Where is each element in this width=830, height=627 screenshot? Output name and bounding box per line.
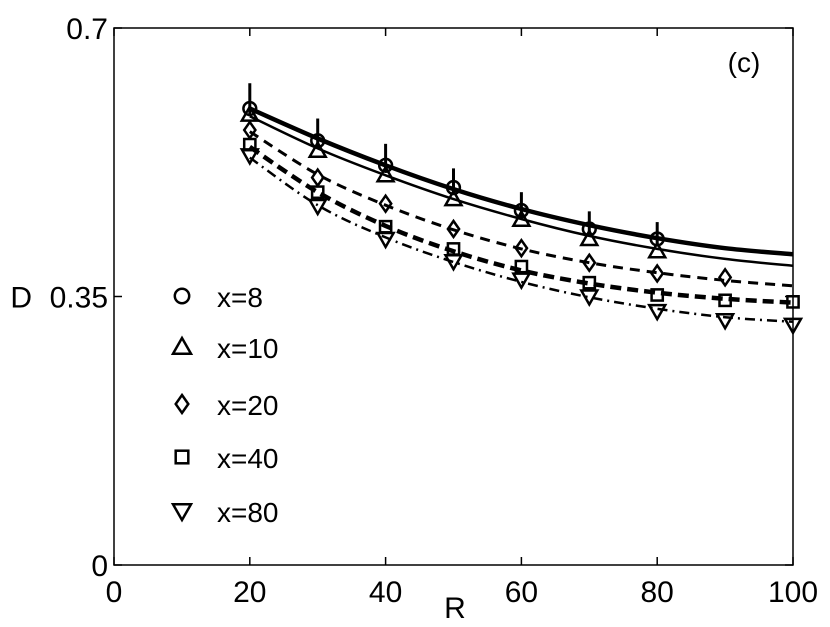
legend-label: x=40	[217, 443, 279, 474]
data-point-series-4	[310, 185, 325, 200]
data-point-series-4	[650, 288, 665, 302]
fit-line-series-5	[249, 156, 794, 324]
data-point-series-2	[579, 228, 600, 247]
axis-ticks	[113, 27, 794, 566]
legend-label: x=80	[217, 497, 279, 528]
data-point-series-5	[511, 272, 532, 291]
data-point-series-3	[446, 218, 461, 240]
x-tick-label: 20	[233, 576, 266, 609]
panel-label: (c)	[728, 47, 761, 78]
data-point-series-2	[375, 164, 396, 183]
data-point-series-3	[378, 193, 393, 214]
x-tick-label: 40	[369, 576, 402, 609]
fit-line-series-2	[249, 115, 794, 268]
data-point-series-5	[239, 148, 260, 166]
data-point-series-2	[647, 240, 668, 259]
fit-line-series-3	[249, 130, 794, 288]
legend-marker-series-2	[170, 335, 194, 355]
legend-marker-series-4	[174, 449, 190, 465]
data-markers	[239, 100, 804, 336]
legend-marker-series-3	[174, 392, 190, 416]
data-point-series-2	[511, 209, 532, 228]
x-tick-label: 100	[768, 576, 818, 609]
data-point-series-3	[650, 263, 665, 284]
data-point-series-4	[582, 275, 597, 290]
data-point-series-5	[307, 198, 328, 217]
data-point-series-1	[310, 133, 326, 149]
x-tick-label: 60	[505, 576, 538, 609]
y-tick-label: 0.35	[50, 282, 108, 315]
data-point-series-3	[717, 267, 733, 288]
data-point-series-3	[514, 237, 529, 259]
legend-marker-series-5	[170, 503, 194, 523]
x-tick-label: 0	[106, 576, 123, 609]
data-point-series-4	[718, 293, 732, 308]
data-point-series-1	[581, 221, 597, 237]
data-point-series-5	[579, 289, 600, 308]
x-axis-label: R	[444, 592, 466, 625]
data-point-series-5	[714, 313, 736, 331]
y-axis-label: D	[10, 282, 32, 315]
legend-label: x=8	[217, 282, 263, 313]
data-point-series-1	[445, 179, 462, 196]
data-point-series-3	[582, 252, 597, 273]
legend-marker-series-1	[173, 287, 191, 305]
y-tick-label: 0.7	[66, 13, 108, 46]
data-point-series-5	[443, 253, 464, 272]
data-point-series-5	[782, 317, 804, 336]
legend-label: x=20	[217, 390, 279, 421]
fit-line-series-4	[248, 145, 794, 305]
tick-labels: 0 20 40 60 80 100 0 0.35 0.7	[50, 13, 818, 609]
legend-label: x=10	[217, 333, 279, 364]
data-point-series-5	[647, 303, 668, 322]
data-point-series-1	[513, 202, 530, 219]
x-tick-label: 80	[641, 576, 674, 609]
data-point-series-1	[242, 100, 258, 117]
data-point-series-2	[307, 140, 328, 158]
legend: x=8 x=10 x=20 x=40 x=80	[170, 282, 279, 528]
data-point-series-4	[514, 259, 529, 274]
data-point-series-1	[377, 157, 394, 173]
data-point-series-2	[443, 188, 464, 207]
y-tick-label: 0	[91, 550, 108, 583]
data-point-series-5	[375, 231, 396, 250]
